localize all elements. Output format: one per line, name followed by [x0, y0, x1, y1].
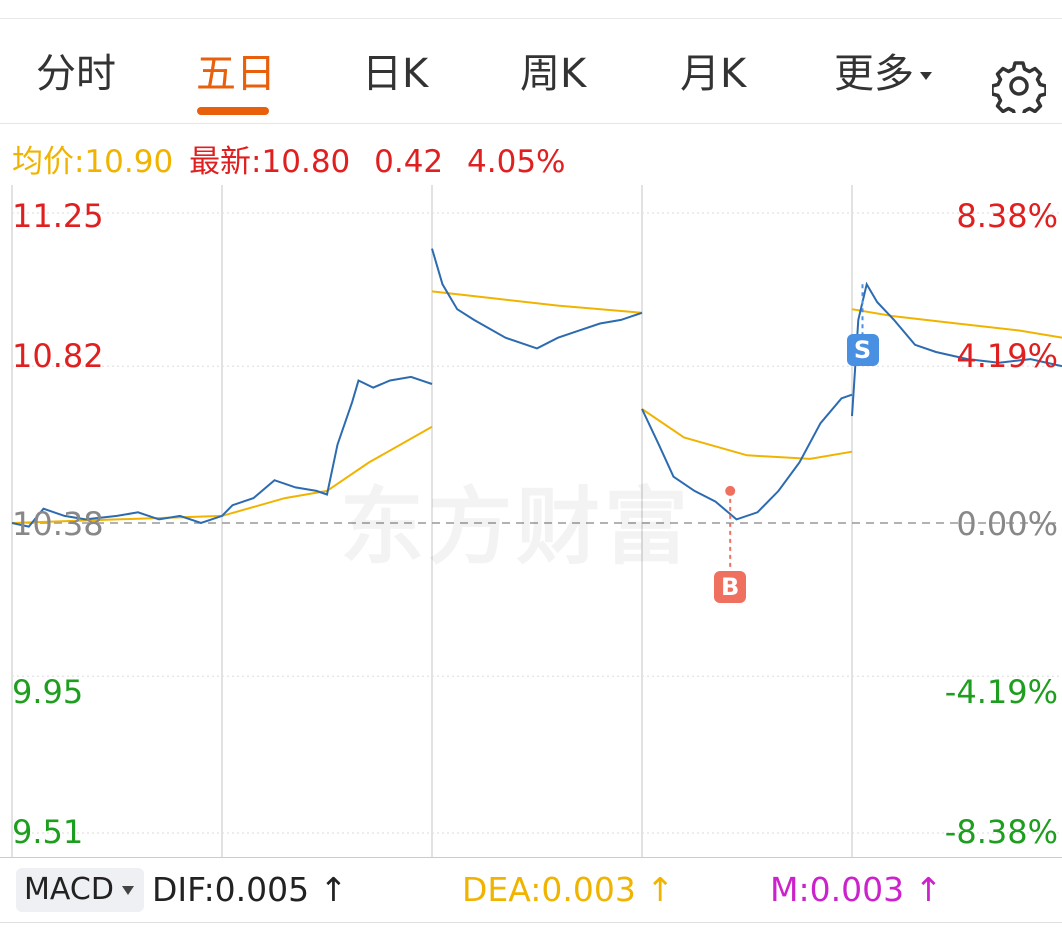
price-line	[11, 248, 1062, 528]
macd-m: M:0.003 ↑	[770, 870, 942, 909]
five-day-chart-svg	[11, 185, 1062, 857]
y-tick-right-1: 4.19%	[956, 337, 1058, 375]
macd-m-value: M:0.003	[770, 870, 905, 909]
y-tick-right-2: 0.00%	[956, 505, 1058, 543]
y-tick-left-2: 10.38	[12, 505, 104, 543]
gear-icon[interactable]	[992, 59, 1046, 113]
tab-more-label: 更多	[834, 51, 914, 97]
y-tick-left-4: 9.51	[12, 813, 84, 851]
buy-marker[interactable]: B	[714, 570, 747, 603]
latest-price-label: 最新:	[189, 144, 262, 180]
arrow-up-icon: ↑	[319, 870, 348, 909]
macd-dea: DEA:0.003 ↑	[462, 870, 674, 909]
indicator-select[interactable]: MACD	[16, 868, 144, 912]
indicator-select-label: MACD	[24, 872, 114, 907]
y-tick-right-3: -4.19%	[944, 673, 1058, 711]
period-tab-bar: 分时 五日 日K 周K 月K 更多	[0, 18, 1062, 124]
macd-indicator-bar: MACD DIF:0.005 ↑ DEA:0.003 ↑ M:0.003 ↑	[0, 857, 1062, 923]
avg-price-label: 均价:	[12, 144, 85, 180]
active-tab-indicator	[197, 107, 269, 115]
price-info-line: 均价:10.90 最新:10.80 0.42 4.05%	[12, 136, 566, 181]
macd-dea-value: DEA:0.003	[462, 870, 636, 909]
avg-price-value: 10.90	[84, 144, 174, 180]
y-tick-right-0: 8.38%	[956, 197, 1058, 235]
y-tick-left-1: 10.82	[12, 337, 104, 375]
tab-daily-k[interactable]: 日K	[362, 51, 429, 97]
watermark: 东方财富	[340, 460, 692, 581]
macd-dif-value: DIF:0.005	[152, 870, 310, 909]
y-tick-left-0: 11.25	[12, 197, 104, 235]
tab-weekly-k[interactable]: 周K	[520, 51, 587, 97]
five-day-chart[interactable]: 东方财富 11.25 10.82 10.38 9.95 9.51 8.38% 4…	[0, 185, 1062, 857]
avg-price-line	[11, 290, 1062, 524]
arrow-up-icon: ↑	[646, 870, 675, 909]
chevron-down-icon	[121, 886, 134, 895]
tab-five-day[interactable]: 五日	[196, 51, 276, 97]
tab-more[interactable]: 更多	[834, 41, 932, 99]
sell-marker[interactable]: S	[846, 334, 879, 367]
latest-price-value: 10.80	[261, 144, 351, 180]
arrow-up-icon: ↑	[914, 870, 943, 909]
y-tick-right-4: -8.38%	[944, 813, 1058, 851]
price-change: 0.42	[374, 144, 444, 180]
price-change-pct: 4.05%	[467, 144, 566, 180]
tab-intraday[interactable]: 分时	[36, 51, 116, 97]
macd-dif: DIF:0.005 ↑	[152, 870, 347, 909]
y-tick-left-3: 9.95	[12, 673, 84, 711]
tab-monthly-k[interactable]: 月K	[680, 51, 747, 97]
chevron-down-icon	[920, 72, 932, 80]
buy-marker-dot	[725, 485, 736, 496]
